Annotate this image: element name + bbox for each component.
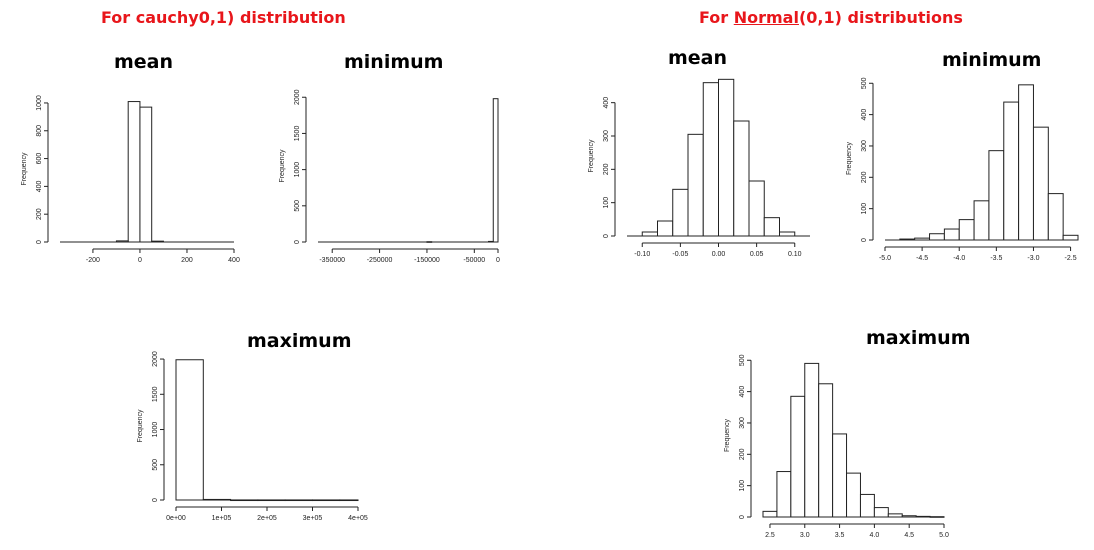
cauchy-maximum-title: maximum bbox=[247, 330, 352, 352]
x-tick-label: 4.0 bbox=[870, 532, 880, 539]
y-tick-label: 400 bbox=[36, 180, 43, 192]
x-tick-label: 5.0 bbox=[939, 532, 949, 539]
histogram-bar bbox=[790, 395, 806, 518]
y-tick-label: 800 bbox=[36, 125, 43, 137]
y-tick-label: 1000 bbox=[294, 162, 301, 178]
x-tick-label: 4.5 bbox=[904, 532, 914, 539]
normal-section-title: For Normal(0,1) distributions bbox=[699, 8, 963, 27]
x-tick-label: 0 bbox=[496, 257, 500, 264]
y-tick-label: 500 bbox=[861, 77, 868, 89]
x-tick-label: -150000 bbox=[414, 257, 440, 264]
histogram-bar bbox=[873, 507, 889, 518]
y-axis-label: Frequency bbox=[846, 141, 853, 175]
y-tick-label: 300 bbox=[861, 140, 868, 152]
normal-mean-title: mean bbox=[668, 47, 728, 69]
normal-section-prefix: For bbox=[699, 8, 734, 27]
y-tick-label: 500 bbox=[152, 459, 159, 471]
y-tick-label: 1500 bbox=[294, 126, 301, 142]
y-tick-label: 400 bbox=[603, 97, 610, 109]
y-tick-label: 0 bbox=[603, 234, 610, 238]
y-tick-label: 200 bbox=[603, 163, 610, 175]
y-axis-label: Frequency bbox=[588, 139, 595, 173]
cauchy-mean-title: mean bbox=[114, 51, 174, 73]
y-tick-label: 600 bbox=[36, 153, 43, 165]
x-tick-label: 0.05 bbox=[750, 251, 764, 258]
x-tick-label: 1e+05 bbox=[212, 515, 232, 522]
y-tick-label: 2000 bbox=[294, 89, 301, 105]
x-tick-label: -0.05 bbox=[672, 251, 688, 258]
x-tick-label: 0 bbox=[138, 257, 142, 264]
histogram-bar bbox=[846, 472, 861, 518]
x-tick-label: -3.0 bbox=[1027, 255, 1039, 262]
y-tick-label: 400 bbox=[739, 386, 746, 398]
y-tick-label: 200 bbox=[739, 448, 746, 460]
y-tick-label: 1000 bbox=[152, 422, 159, 438]
x-tick-label: -4.5 bbox=[916, 255, 928, 262]
y-tick-label: 100 bbox=[861, 203, 868, 215]
x-tick-label: 3e+05 bbox=[303, 515, 323, 522]
cauchy-section-title: For cauchy0,1) distribution bbox=[101, 8, 346, 27]
x-tick-label: 400 bbox=[228, 257, 240, 264]
cauchy-minimum-title: minimum bbox=[344, 51, 444, 73]
x-tick-label: 0e+00 bbox=[166, 515, 186, 522]
x-tick-label: -3.5 bbox=[990, 255, 1002, 262]
y-tick-label: 1000 bbox=[36, 95, 43, 111]
x-tick-label: -250000 bbox=[367, 257, 393, 264]
histogram-bar bbox=[818, 383, 834, 518]
histogram-bar bbox=[776, 471, 792, 518]
x-tick-label: -200 bbox=[86, 257, 100, 264]
normal-minimum-title: minimum bbox=[942, 49, 1042, 71]
y-tick-label: 200 bbox=[861, 171, 868, 183]
y-tick-label: 300 bbox=[603, 130, 610, 142]
x-tick-label: -4.0 bbox=[953, 255, 965, 262]
y-tick-label: 1500 bbox=[152, 386, 159, 402]
x-tick-label: 4e+05 bbox=[348, 515, 368, 522]
x-tick-label: 200 bbox=[181, 257, 193, 264]
cauchy-section-text: For cauchy0,1) distribution bbox=[101, 8, 346, 27]
histogram-bar bbox=[804, 362, 820, 518]
histogram-bar bbox=[832, 433, 848, 518]
x-tick-label: 2.5 bbox=[765, 532, 775, 539]
x-tick-label: 0.00 bbox=[712, 251, 726, 258]
y-axis-label: Frequency bbox=[724, 418, 731, 452]
x-tick-label: 3.0 bbox=[800, 532, 810, 539]
x-tick-label: 0.10 bbox=[788, 251, 802, 258]
y-tick-label: 0 bbox=[861, 238, 868, 242]
x-tick-label: -350000 bbox=[319, 257, 345, 264]
normal-section-link[interactable]: Normal bbox=[733, 8, 799, 27]
histogram-bar bbox=[762, 510, 778, 518]
y-tick-label: 100 bbox=[739, 480, 746, 492]
y-tick-label: 100 bbox=[603, 197, 610, 209]
y-axis-label: Frequency bbox=[21, 152, 28, 186]
y-tick-label: 0 bbox=[36, 240, 43, 244]
y-axis-label: Frequency bbox=[137, 409, 144, 443]
y-tick-label: 500 bbox=[294, 200, 301, 212]
x-tick-label: -50000 bbox=[463, 257, 485, 264]
y-tick-label: 0 bbox=[739, 515, 746, 519]
x-tick-label: -5.0 bbox=[879, 255, 891, 262]
y-tick-label: 0 bbox=[294, 240, 301, 244]
y-tick-label: 500 bbox=[739, 354, 746, 366]
x-tick-label: 2e+05 bbox=[257, 515, 277, 522]
x-tick-label: -0.10 bbox=[634, 251, 650, 258]
x-tick-label: -2.5 bbox=[1065, 255, 1077, 262]
histogram-bar bbox=[859, 493, 875, 518]
y-axis-label: Frequency bbox=[279, 149, 286, 183]
normal-maximum-title: maximum bbox=[866, 327, 971, 349]
x-tick-label: 3.5 bbox=[835, 532, 845, 539]
y-tick-label: 2000 bbox=[152, 351, 159, 367]
y-tick-label: 300 bbox=[739, 417, 746, 429]
y-tick-label: 400 bbox=[861, 109, 868, 121]
normal-section-suffix: (0,1) distributions bbox=[798, 8, 963, 27]
y-tick-label: 0 bbox=[152, 498, 159, 502]
y-tick-label: 200 bbox=[36, 208, 43, 220]
